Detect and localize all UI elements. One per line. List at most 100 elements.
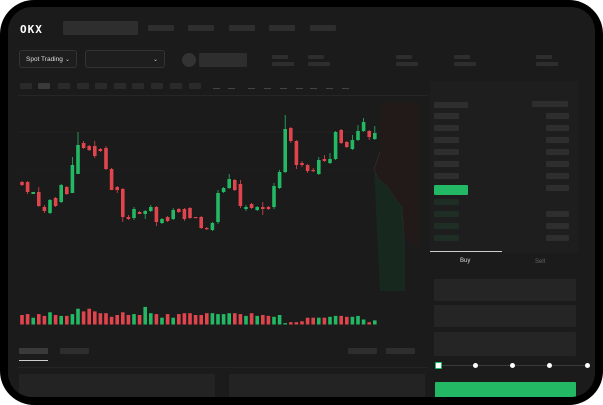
volume-bar: [70, 314, 75, 325]
candle-body: [149, 207, 153, 211]
nav-item-1[interactable]: [148, 25, 174, 31]
candle-body: [266, 207, 271, 209]
candle-body: [93, 146, 97, 156]
ask-price: [434, 161, 459, 167]
candle-body: [255, 207, 259, 210]
volume-bar: [238, 314, 243, 325]
volume-bar: [216, 314, 220, 325]
volume-bar: [165, 314, 170, 325]
ask-amount: [546, 137, 569, 143]
tab-order-history[interactable]: [60, 348, 89, 354]
volume-bar: [37, 314, 41, 325]
bid-price: [434, 199, 459, 205]
volume-bar: [205, 313, 209, 325]
ask-price: [434, 113, 459, 119]
candle-body: [210, 223, 215, 230]
candle-body: [121, 189, 125, 217]
slider-step[interactable]: [510, 363, 516, 368]
chart-tool-icon[interactable]: [264, 83, 271, 89]
volume-bar: [48, 312, 52, 325]
timeframe-button[interactable]: [38, 83, 50, 89]
timeframe-button[interactable]: [132, 83, 144, 89]
timeframe-button[interactable]: [77, 83, 89, 89]
candle-body: [59, 185, 63, 202]
slider-step[interactable]: [435, 362, 442, 369]
chart-tool-icon[interactable]: [310, 83, 317, 89]
volume-bar: [210, 313, 215, 325]
candle-body: [249, 204, 254, 208]
column-header-price: [434, 102, 468, 108]
volume-bar: [171, 317, 175, 325]
ask-price: [434, 125, 459, 131]
timeframe-button[interactable]: [114, 83, 126, 89]
nav-item-5[interactable]: [310, 25, 336, 31]
chart-tool-icon[interactable]: [280, 83, 287, 89]
nav-item-4[interactable]: [269, 25, 295, 31]
candle-body: [165, 217, 170, 221]
tab-sell[interactable]: Sell: [535, 259, 546, 265]
filter-button-2[interactable]: [386, 348, 415, 354]
tab-open-orders[interactable]: [19, 348, 48, 354]
candle-body: [37, 192, 41, 206]
candle-body: [244, 207, 248, 209]
candlestick-chart[interactable]: [8, 7, 428, 327]
nav-item-3[interactable]: [229, 25, 255, 31]
volume-bar: [249, 313, 254, 325]
slider-step[interactable]: [472, 363, 478, 368]
volume-bar: [104, 313, 108, 325]
buy-button[interactable]: [435, 382, 576, 397]
candle-body: [53, 198, 58, 206]
volume-bar: [53, 315, 58, 325]
candle-body: [87, 146, 91, 150]
chart-tool-icon[interactable]: [296, 83, 303, 89]
volume-bar: [300, 321, 304, 325]
candle-body: [132, 209, 136, 218]
amount-input[interactable]: [434, 305, 576, 327]
ask-amount: [546, 125, 569, 131]
chart-tool-icon[interactable]: [248, 83, 255, 89]
volume-bar: [345, 316, 349, 325]
timeframe-button[interactable]: [189, 83, 201, 89]
volume-bar: [255, 315, 259, 325]
candle-body: [328, 159, 332, 163]
volume-bar: [126, 315, 131, 325]
volume-bar: [76, 308, 80, 325]
bid-amount: [546, 223, 569, 229]
timeframe-button[interactable]: [151, 83, 163, 89]
volume-bar: [65, 315, 69, 325]
okx-logo[interactable]: OKX: [20, 23, 43, 36]
volume-bar: [289, 322, 293, 325]
candle-body: [233, 180, 237, 190]
pair-dropdown[interactable]: ⌄: [85, 50, 165, 68]
stat-3-value: [396, 62, 418, 66]
price-input[interactable]: [434, 279, 576, 301]
timeframe-button[interactable]: [95, 83, 107, 89]
chart-tool-icon[interactable]: [326, 83, 333, 89]
candle-body: [227, 179, 231, 188]
app-screen: OKX Spot Trading ⌄ ⌄ Buy Sell: [8, 7, 595, 397]
volume-bar: [373, 320, 377, 325]
stat-4: [454, 55, 470, 59]
chart-tool-icon[interactable]: [213, 83, 220, 89]
search-bar[interactable]: [63, 21, 138, 35]
tab-buy[interactable]: Buy: [460, 258, 471, 264]
buy-tab-underline: [430, 251, 502, 252]
candle-body: [367, 131, 371, 137]
nav-item-2[interactable]: [188, 25, 214, 31]
volume-bar: [154, 314, 159, 325]
candle-body: [98, 149, 103, 151]
filter-button-1[interactable]: [348, 348, 377, 354]
timeframe-button[interactable]: [58, 83, 70, 89]
volume-bar: [81, 311, 86, 325]
candle-body: [216, 193, 220, 222]
volume-bar: [137, 315, 142, 325]
market-type-dropdown[interactable]: Spot Trading ⌄: [19, 50, 77, 68]
timeframe-button[interactable]: [20, 83, 32, 89]
timeframe-button[interactable]: [170, 83, 182, 89]
chart-tool-icon[interactable]: [342, 83, 349, 89]
slider-step[interactable]: [547, 363, 553, 368]
total-input[interactable]: [434, 332, 576, 356]
chart-tool-icon[interactable]: [228, 83, 235, 89]
slider-step[interactable]: [584, 363, 590, 368]
